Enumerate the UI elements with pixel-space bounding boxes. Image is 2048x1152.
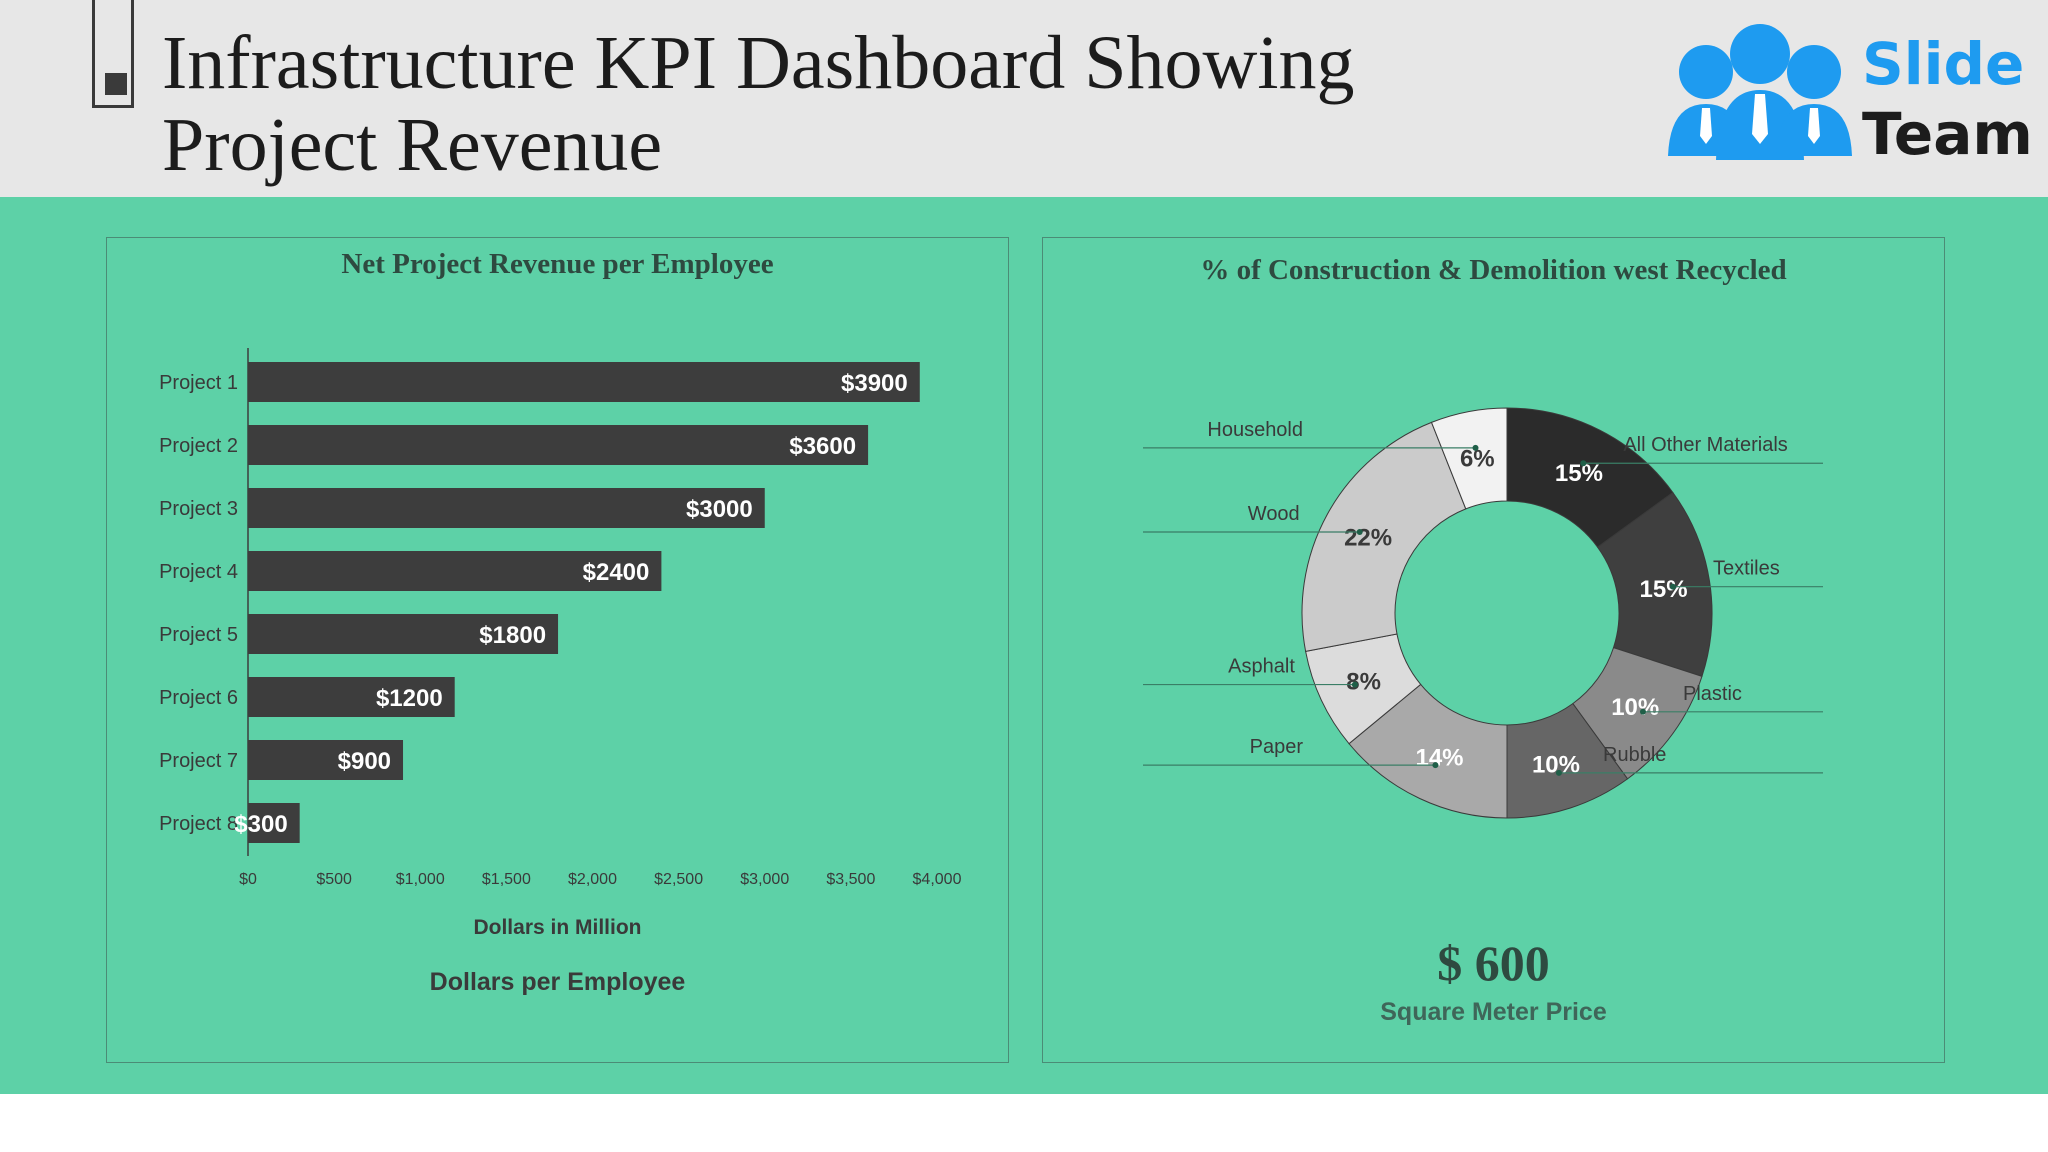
bar-value-label: $3900: [841, 370, 908, 397]
slice-percent-label: 22%: [1344, 525, 1392, 552]
page-title-line-2: Project Revenue: [162, 103, 663, 187]
x-tick-label: $3,000: [740, 871, 789, 888]
category-label: Project 4: [159, 561, 238, 583]
bar-4: [248, 551, 662, 591]
bar-value-label: $300: [234, 811, 287, 838]
x-tick-label: $500: [316, 871, 352, 888]
page-title-line-1: Infrastructure KPI Dashboard Showing: [162, 21, 1355, 105]
revenue-bar-chart: Project 1 $3900 Project 2 $3600 Project 3 $30…: [159, 348, 962, 888]
category-label: Asphalt: [1228, 656, 1295, 678]
bar-7: [248, 740, 404, 780]
square-meter-price-value: $ 600: [1437, 935, 1550, 991]
x-tick-label: $2,500: [654, 871, 703, 888]
x-tick-label: $3,500: [826, 871, 875, 888]
x-tick-label: $0: [239, 871, 257, 888]
category-label: Project 7: [159, 750, 238, 772]
bar-value-label: $3600: [789, 433, 856, 460]
category-label: Project 2: [159, 435, 238, 457]
donut-slice: [1430, 407, 1508, 510]
category-label: Plastic: [1683, 683, 1742, 705]
x-tick-label: $1,000: [396, 871, 445, 888]
bar-6: [248, 677, 455, 717]
callout-dot: [1555, 769, 1562, 776]
dashboard-body: Net Project Revenue per Employee Project…: [0, 197, 2048, 1094]
category-label: All Other Materials: [1623, 434, 1788, 456]
recycling-donut-chart: 15% All Other Materials 15% Textiles 10% Plas…: [1143, 407, 1823, 819]
bar-value-label: $900: [338, 748, 391, 775]
callout-dot: [1432, 762, 1439, 769]
slice-percent-label: 14%: [1415, 744, 1463, 771]
revenue-panel: Net Project Revenue per Employee Project…: [106, 237, 1009, 1063]
x-axis-label: Dollars in Million: [473, 916, 642, 939]
page-title: Infrastructure KPI Dashboard Showing Pro…: [162, 22, 1562, 186]
callout-dot: [1356, 529, 1363, 536]
slice-percent-label: 10%: [1532, 752, 1580, 779]
category-label: Project 3: [159, 498, 238, 520]
bar-8: [248, 803, 300, 843]
category-label: Rubble: [1603, 744, 1666, 766]
bar-value-label: $3000: [686, 496, 753, 523]
x-tick-label: $2,000: [568, 871, 617, 888]
title-accent-square: [105, 73, 127, 95]
category-label: Textiles: [1713, 558, 1780, 580]
category-label: Household: [1207, 419, 1303, 441]
bar-chart-title: Net Project Revenue per Employee: [341, 248, 774, 280]
slideteam-logo-icon: [1668, 24, 1852, 160]
slice-percent-label: 8%: [1346, 668, 1381, 695]
slice-percent-label: 10%: [1611, 694, 1659, 721]
recycling-panel: % of Construction & Demolition west Recy…: [1042, 237, 1945, 1063]
slice-percent-label: 15%: [1640, 576, 1688, 603]
title-accent-mark: [92, 0, 134, 108]
header-bar: Infrastructure KPI Dashboard Showing Pro…: [0, 0, 2048, 197]
bar-2: [248, 425, 869, 465]
bar-chart-footer: Dollars per Employee: [429, 968, 686, 996]
x-tick-label: $1,500: [482, 871, 531, 888]
bar-3: [248, 488, 765, 528]
category-label: Project 1: [159, 372, 238, 394]
logo-text-slide: Slide: [1862, 30, 2025, 98]
bar-value-label: $2400: [583, 559, 650, 586]
bar-5: [248, 614, 559, 654]
category-label: Project 8: [159, 813, 238, 835]
bar-value-label: $1200: [376, 685, 443, 712]
callout-dot: [1639, 708, 1646, 715]
x-tick-label: $4,000: [913, 871, 962, 888]
category-label: Wood: [1248, 503, 1300, 525]
logo-text-team: Team: [1862, 100, 2033, 168]
callout-dot: [1670, 583, 1677, 590]
category-label: Project 5: [159, 624, 238, 646]
category-label: Paper: [1250, 736, 1304, 758]
donut-slice: [1506, 407, 1674, 548]
slice-percent-label: 15%: [1555, 460, 1603, 487]
donut-chart-title: % of Construction & Demolition west Recy…: [1200, 254, 1787, 286]
square-meter-price-label: Square Meter Price: [1380, 998, 1607, 1026]
bar-1: [248, 362, 920, 402]
bar-value-label: $1800: [479, 622, 546, 649]
callout-dot: [1580, 460, 1587, 467]
callout-dot: [1472, 444, 1479, 451]
category-label: Project 6: [159, 687, 238, 709]
donut-slice: [1596, 491, 1713, 677]
callout-dot: [1351, 681, 1358, 688]
donut-slice: [1301, 421, 1467, 652]
